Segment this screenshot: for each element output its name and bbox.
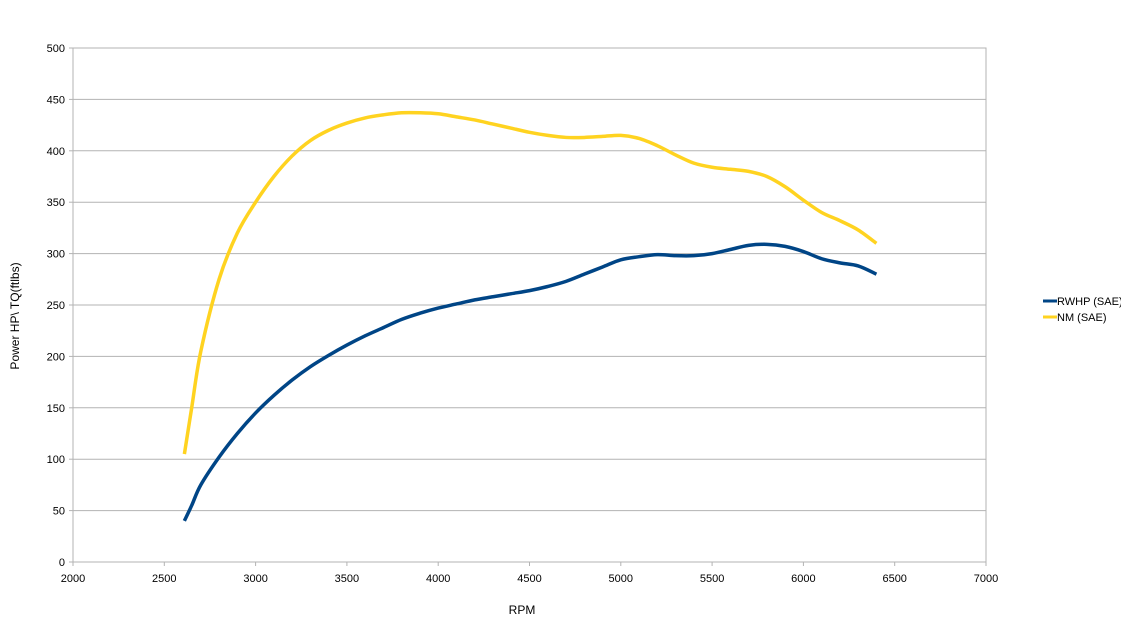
x-tick-label: 4000 [426,573,450,585]
y-axis-ticks: 0 50 100 150 200 250 300 350 400 450 500 [47,43,73,569]
legend: RWHP (SAE) NM (SAE) [1043,296,1121,324]
x-axis-ticks: 2000 2500 3000 3500 4000 4500 5000 5500 6000 6500… [61,562,998,585]
x-axis-title: RPM [509,603,536,617]
legend-label-nm-sae: NM (SAE) [1057,312,1107,324]
y-tick-label: 50 [53,506,65,518]
series-line-rwhp-sae [182,242,878,522]
y-tick-label: 450 [47,94,65,106]
y-tick-label: 200 [47,351,65,363]
y-tick-label: 250 [47,300,65,312]
y-tick-label: 400 [47,146,65,158]
x-tick-label: 2000 [61,573,85,585]
legend-label-rwhp-sae: RWHP (SAE) [1057,296,1121,308]
x-tick-label: 6000 [791,573,815,585]
x-tick-label: 5500 [700,573,724,585]
x-tick-label: 3500 [335,573,359,585]
x-tick-label: 7000 [974,573,998,585]
x-tick-label: 4500 [517,573,541,585]
x-tick-label: 5000 [609,573,633,585]
y-axis-title: Power HP\ TQ(ftlbs) [8,262,22,369]
y-tick-label: 350 [47,197,65,209]
series-line-nm-sae [182,110,878,455]
y-tick-label: 300 [47,249,65,261]
y-tick-label: 100 [47,454,65,466]
y-tick-label: 150 [47,403,65,415]
series-layer [182,110,878,522]
y-tick-label: 500 [47,43,65,55]
y-tick-label: 0 [59,557,65,569]
x-tick-label: 2500 [152,573,176,585]
x-tick-label: 3000 [243,573,267,585]
x-tick-label: 6500 [882,573,906,585]
